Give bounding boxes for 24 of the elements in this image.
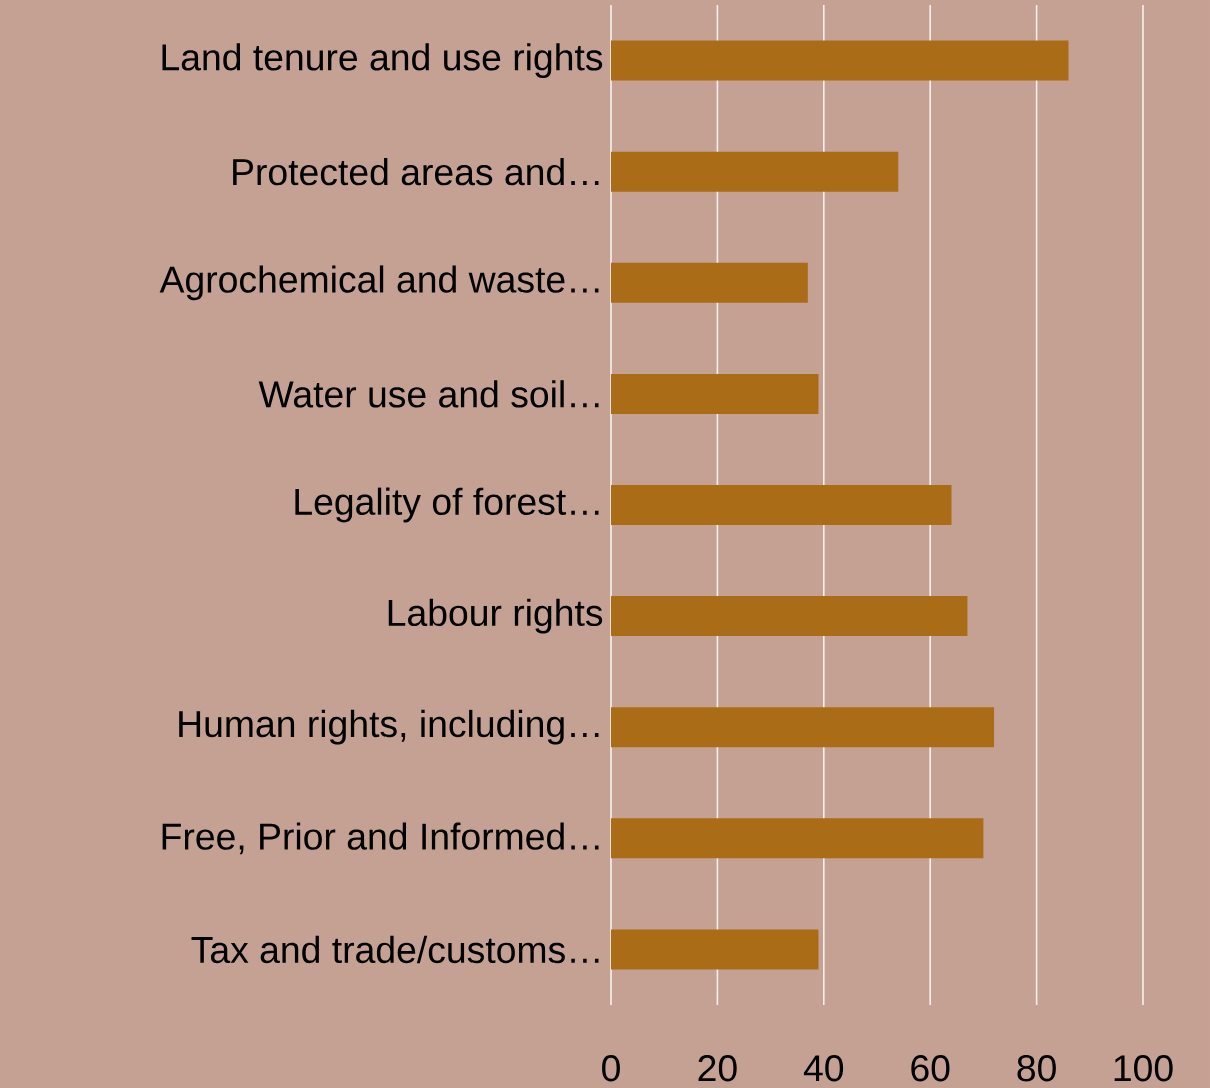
bar: [611, 929, 819, 970]
x-tick-label: 20: [698, 1055, 737, 1082]
bar: [611, 40, 1069, 81]
y-tick-label: Human rights, including…: [179, 709, 599, 745]
y-tick-label: Tax and trade/customs…: [191, 935, 599, 964]
bar: [611, 485, 952, 525]
bar: [611, 596, 968, 637]
bar: [611, 262, 808, 303]
y-tick-label: Land tenure and use rights: [162, 43, 603, 78]
x-tick-label: 100: [1114, 1055, 1173, 1082]
bar: [611, 707, 995, 748]
y-tick-label: Protected areas and…: [233, 157, 599, 186]
bar: [611, 151, 899, 192]
y-tick-label: Free, Prior and Informed…: [162, 822, 599, 855]
x-tick-label: 80: [1017, 1055, 1056, 1082]
y-tick-label: Agrochemical and waste…: [159, 265, 599, 301]
x-tick-label: 0: [602, 1055, 620, 1082]
bar: [611, 818, 984, 859]
x-tick-label: 40: [803, 1055, 844, 1082]
y-tick-label: Water use and soil…: [258, 380, 599, 408]
y-tick-label: Legality of forest…: [295, 487, 599, 523]
y-tick-label: Labour rights: [388, 598, 603, 634]
x-tick-label: 60: [911, 1055, 950, 1082]
bar: [611, 373, 819, 414]
